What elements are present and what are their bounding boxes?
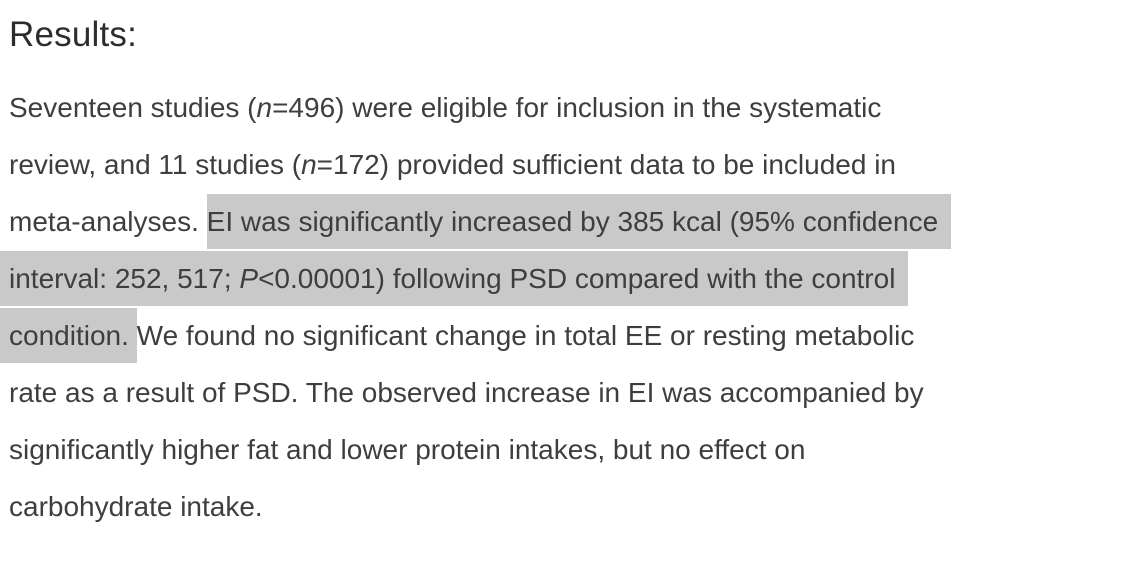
body-text: =172) provided sufficient data to be inc… bbox=[316, 149, 897, 180]
paragraph-line: significantly higher fat and lower prote… bbox=[9, 421, 1140, 478]
body-text: n bbox=[301, 149, 317, 180]
highlighted-text: P bbox=[239, 251, 259, 306]
highlighted-text: <0.00001) following PSD compared with th… bbox=[258, 251, 909, 306]
results-paragraph: Seventeen studies (n=496) were eligible … bbox=[0, 79, 1140, 535]
results-section: Results: Seventeen studies (n=496) were … bbox=[0, 15, 1140, 535]
body-text: carbohydrate intake. bbox=[9, 491, 263, 522]
results-heading: Results: bbox=[9, 15, 138, 54]
paragraph-line: review, and 11 studies (n=172) provided … bbox=[9, 136, 1140, 193]
body-text: n bbox=[256, 92, 273, 123]
paragraph-line: interval: 252, 517; P<0.00001) following… bbox=[0, 250, 1140, 307]
paragraph-line: meta-analyses. EI was significantly incr… bbox=[9, 193, 1140, 250]
body-text: We found no significant change in total … bbox=[136, 320, 915, 351]
highlighted-text: condition. bbox=[0, 308, 137, 363]
highlighted-text: EI was significantly increased by 385 kc… bbox=[206, 194, 952, 249]
paragraph-line: condition. We found no significant chang… bbox=[0, 307, 1140, 364]
body-text: rate as a result of PSD. The observed in… bbox=[9, 377, 924, 408]
highlighted-text: interval: 252, 517; bbox=[0, 251, 240, 306]
paragraph-line: Seventeen studies (n=496) were eligible … bbox=[9, 79, 1140, 136]
paragraph-line: rate as a result of PSD. The observed in… bbox=[9, 364, 1140, 421]
body-text: review, and 11 studies ( bbox=[9, 149, 302, 180]
body-text: significantly higher fat and lower prote… bbox=[9, 434, 806, 465]
paragraph-line: carbohydrate intake. bbox=[9, 478, 1140, 535]
body-text: meta-analyses. bbox=[9, 206, 207, 237]
body-text: =496) were eligible for inclusion in the… bbox=[272, 92, 882, 123]
body-text: Seventeen studies ( bbox=[9, 92, 257, 123]
